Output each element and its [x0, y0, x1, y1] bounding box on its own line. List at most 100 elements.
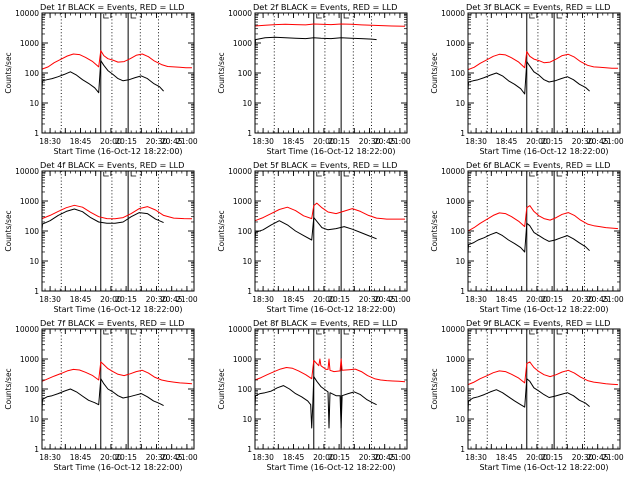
- y-tick-label: 10: [29, 415, 39, 424]
- y-tick-label: 10000: [441, 167, 465, 176]
- chart-panel-6: Det 6f BLACK = Events, RED = LLD Counts/s…: [430, 160, 624, 314]
- chart-panel-2: Det 2f BLACK = Events, RED = LLD Counts/s…: [217, 2, 411, 156]
- segment-bracket-mark: [529, 172, 535, 177]
- x-tick-label: 20:00: [313, 453, 335, 462]
- x-tick-label: 18:45: [496, 453, 518, 462]
- y-tick-label: 1000: [446, 355, 465, 364]
- events-series-line: [254, 36, 377, 50]
- x-axis-label: Start Time (16-Oct-12 18:22:00): [479, 147, 608, 156]
- x-axis-label: Start Time (16-Oct-12 18:22:00): [266, 305, 395, 314]
- x-tick-label: 20:00: [526, 295, 548, 304]
- y-axis-label: Counts/sec: [4, 368, 13, 409]
- y-tick-label: 10000: [15, 9, 39, 18]
- x-tick-label: 20:45: [161, 295, 183, 304]
- y-tick-label: 100: [451, 69, 466, 78]
- x-tick-label: 20:45: [374, 137, 396, 146]
- y-tick-label: 1: [34, 129, 39, 138]
- y-axis-label: Counts/sec: [217, 368, 226, 409]
- y-tick-label: 1000: [233, 39, 252, 48]
- x-tick-label: 20:45: [374, 295, 396, 304]
- y-tick-label: 10000: [441, 325, 465, 334]
- y-tick-label: 1000: [446, 39, 465, 48]
- x-axis-label: Start Time (16-Oct-12 18:22:00): [479, 305, 608, 314]
- chart-panel-1: Det 1f BLACK = Events, RED = LLD Counts/s…: [4, 2, 198, 156]
- chart-panel-5: Det 5f BLACK = Events, RED = LLD Counts/s…: [217, 160, 411, 314]
- x-axis-label: Start Time (16-Oct-12 18:22:00): [53, 147, 182, 156]
- x-tick-label: 18:45: [283, 137, 305, 146]
- lld-series-line: [254, 23, 406, 27]
- x-tick-label: 20:15: [328, 453, 350, 462]
- x-tick-label: 20:00: [100, 453, 122, 462]
- chart-title: Det 8f BLACK = Events, RED = LLD: [253, 318, 397, 328]
- x-tick-label: 21:00: [389, 453, 411, 462]
- x-tick-label: 21:00: [389, 295, 411, 304]
- chart-title: Det 3f BLACK = Events, RED = LLD: [466, 2, 610, 12]
- panel-grid: Det 1f BLACK = Events, RED = LLD Counts/s…: [4, 2, 624, 472]
- events-series-line: [254, 217, 377, 243]
- chart-title: Det 4f BLACK = Events, RED = LLD: [40, 160, 184, 170]
- y-tick-label: 1: [247, 287, 252, 296]
- lld-series-line: [467, 361, 619, 386]
- y-tick-label: 10000: [228, 325, 252, 334]
- y-tick-label: 10: [29, 99, 39, 108]
- y-tick-label: 100: [25, 69, 40, 78]
- chart-title: Det 5f BLACK = Events, RED = LLD: [253, 160, 397, 170]
- x-tick-label: 18:45: [70, 137, 92, 146]
- chart-panel-9: Det 9f BLACK = Events, RED = LLD Counts/s…: [430, 318, 624, 472]
- lld-series-line: [41, 50, 192, 70]
- x-tick-label: 20:00: [100, 295, 122, 304]
- x-tick-label: 18:45: [283, 295, 305, 304]
- x-tick-label: 20:30: [146, 453, 168, 462]
- segment-bracket-mark: [316, 14, 322, 19]
- x-tick-label: 21:00: [389, 137, 411, 146]
- y-tick-label: 100: [451, 385, 466, 394]
- x-tick-label: 20:15: [328, 295, 350, 304]
- x-tick-label: 21:00: [602, 453, 624, 462]
- segment-bracket-mark: [529, 14, 535, 19]
- y-tick-label: 100: [25, 385, 40, 394]
- y-tick-label: 1: [247, 445, 252, 454]
- x-axis-label: Start Time (16-Oct-12 18:22:00): [53, 463, 182, 472]
- x-tick-label: 18:45: [496, 295, 518, 304]
- x-tick-label: 20:45: [161, 453, 183, 462]
- x-tick-label: 20:15: [328, 137, 350, 146]
- x-axis-label: Start Time (16-Oct-12 18:22:00): [266, 463, 395, 472]
- y-tick-label: 1000: [20, 39, 39, 48]
- lld-series-line: [41, 361, 193, 385]
- y-axis-label: Counts/sec: [217, 210, 226, 251]
- x-tick-label: 21:00: [176, 137, 198, 146]
- chart-title: Det 6f BLACK = Events, RED = LLD: [466, 160, 610, 170]
- chart-panel-8: Det 8f BLACK = Events, RED = LLD Counts/s…: [217, 318, 411, 472]
- y-tick-label: 10000: [228, 9, 252, 18]
- y-tick-label: 100: [451, 227, 466, 236]
- events-series-line: [254, 376, 377, 429]
- y-axis-label: Counts/sec: [217, 52, 226, 93]
- x-axis-label: Start Time (16-Oct-12 18:22:00): [479, 463, 608, 472]
- x-axis-label: Start Time (16-Oct-12 18:22:00): [53, 305, 182, 314]
- lld-series-line: [467, 205, 619, 232]
- y-tick-label: 10: [242, 415, 252, 424]
- y-tick-label: 100: [238, 69, 253, 78]
- x-tick-label: 20:30: [146, 295, 168, 304]
- x-tick-label: 18:30: [465, 295, 487, 304]
- x-tick-label: 20:00: [526, 453, 548, 462]
- x-tick-label: 18:30: [465, 137, 487, 146]
- events-series-line: [467, 222, 590, 254]
- lld-series-line: [254, 358, 406, 383]
- y-axis-label: Counts/sec: [430, 368, 439, 409]
- y-tick-label: 1: [34, 445, 39, 454]
- y-tick-label: 1000: [233, 197, 252, 206]
- chart-panel-7: Det 7f BLACK = Events, RED = LLD Counts/s…: [4, 318, 198, 472]
- y-axis-label: Counts/sec: [430, 210, 439, 251]
- segment-bracket-mark: [529, 330, 535, 335]
- y-tick-label: 10: [29, 257, 39, 266]
- y-tick-label: 10: [242, 257, 252, 266]
- chart-panel-3: Det 3f BLACK = Events, RED = LLD Counts/s…: [430, 2, 624, 156]
- y-tick-label: 1000: [20, 355, 39, 364]
- x-tick-label: 20:30: [359, 137, 381, 146]
- x-tick-label: 18:45: [70, 295, 92, 304]
- y-tick-label: 1: [460, 445, 465, 454]
- x-tick-label: 20:00: [100, 137, 122, 146]
- x-tick-label: 21:00: [602, 137, 624, 146]
